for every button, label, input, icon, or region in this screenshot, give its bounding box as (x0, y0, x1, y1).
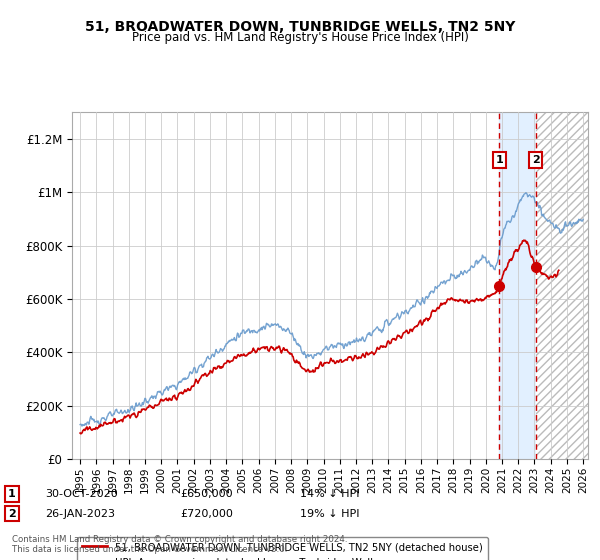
Bar (499, 112, 536, 459)
Text: 51, BROADWATER DOWN, TUNBRIDGE WELLS, TN2 5NY: 51, BROADWATER DOWN, TUNBRIDGE WELLS, TN… (85, 20, 515, 34)
Bar (536, 112, 588, 459)
Legend: 51, BROADWATER DOWN, TUNBRIDGE WELLS, TN2 5NY (detached house), HPI: Average pri: 51, BROADWATER DOWN, TUNBRIDGE WELLS, TN… (77, 537, 488, 560)
Text: Contains HM Land Registry data © Crown copyright and database right 2024.
This d: Contains HM Land Registry data © Crown c… (12, 535, 347, 554)
Text: 1: 1 (496, 155, 503, 165)
Text: 30-OCT-2020: 30-OCT-2020 (45, 489, 118, 499)
Text: 2: 2 (532, 155, 539, 165)
Text: £720,000: £720,000 (180, 508, 233, 519)
Text: 2: 2 (8, 508, 16, 519)
Text: 14% ↓ HPI: 14% ↓ HPI (300, 489, 359, 499)
Text: 19% ↓ HPI: 19% ↓ HPI (300, 508, 359, 519)
Text: £650,000: £650,000 (180, 489, 233, 499)
Text: 26-JAN-2023: 26-JAN-2023 (45, 508, 115, 519)
Text: 1: 1 (8, 489, 16, 499)
Text: Price paid vs. HM Land Registry's House Price Index (HPI): Price paid vs. HM Land Registry's House … (131, 31, 469, 44)
Bar (536, 112, 588, 459)
